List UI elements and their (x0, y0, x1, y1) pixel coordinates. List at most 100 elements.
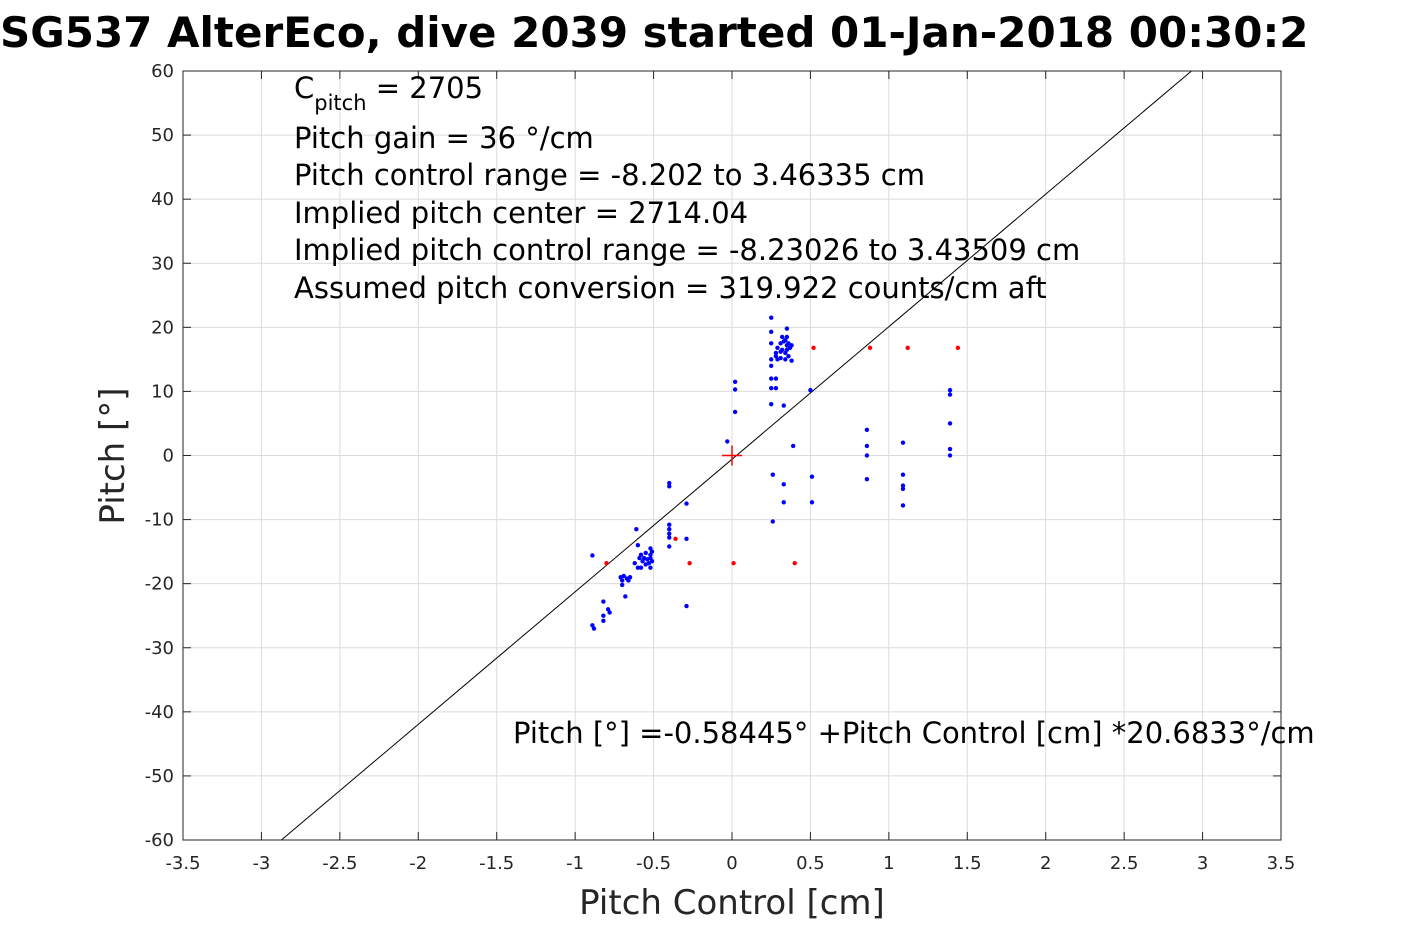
observed-point (667, 544, 672, 549)
commanded-point (673, 536, 678, 542)
y-tick-label: -30 (145, 638, 174, 659)
observed-points (590, 315, 953, 631)
observed-point (732, 409, 738, 415)
observed-point (778, 355, 783, 361)
annotation-pitch-control-range: Pitch control range = -8.202 to 3.46335 … (294, 158, 925, 192)
annotation-pitch-gain: Pitch gain = 36 °/cm (294, 121, 594, 155)
observed-point (643, 550, 648, 556)
observed-point (900, 440, 906, 445)
commanded-point (811, 345, 816, 351)
observed-point (607, 610, 612, 615)
observed-point (773, 386, 779, 391)
observed-point (947, 446, 953, 452)
x-tick-label: -2.5 (322, 853, 357, 874)
y-tick-label: -20 (145, 574, 174, 595)
x-tick-label: 0.5 (796, 853, 825, 874)
observed-point (632, 560, 637, 566)
observed-point (667, 535, 672, 540)
annotation-cpitch: Cpitch = 2705 (294, 71, 483, 115)
annotation-assumed-conversion: Assumed pitch conversion = 319.922 count… (294, 271, 1047, 305)
observed-point (779, 347, 785, 352)
x-tick-label: 3.5 (1267, 853, 1296, 874)
observed-point (621, 573, 626, 579)
observed-point (638, 552, 644, 558)
y-axis-label: Pitch [°] (93, 387, 133, 524)
y-tick-label: 60 (151, 61, 174, 82)
observed-point (864, 427, 870, 433)
x-tick-label: 0 (726, 853, 737, 874)
cpitch-main: C (294, 71, 314, 105)
observed-point (784, 326, 790, 331)
cpitch-value: = 2705 (367, 71, 484, 105)
commanded-point (792, 560, 797, 566)
commanded-point (687, 560, 692, 566)
observed-point (732, 379, 738, 385)
observed-point (864, 477, 870, 482)
observed-point (781, 403, 786, 408)
commanded-points (604, 345, 961, 566)
commanded-point (731, 560, 736, 566)
observed-point (601, 613, 606, 618)
observed-point (769, 329, 774, 335)
observed-point (684, 501, 689, 506)
y-tick-label: 10 (151, 381, 174, 402)
observed-point (781, 500, 786, 505)
observed-point (601, 599, 606, 604)
commanded-point (905, 345, 910, 351)
observed-point (590, 553, 595, 558)
y-tick-label: -50 (145, 766, 174, 787)
plus-markers (722, 445, 742, 466)
observed-point (591, 626, 597, 631)
x-tick-label: -2 (409, 853, 427, 874)
observed-point (627, 575, 633, 580)
x-tick-label: 1 (883, 853, 894, 874)
y-tick-label: 40 (151, 189, 174, 210)
x-tick-label: -1 (566, 853, 584, 874)
observed-point (667, 484, 672, 489)
cpitch-subscript: pitch (314, 91, 366, 115)
observed-point (732, 387, 738, 392)
observed-point (900, 472, 906, 477)
observed-point (947, 392, 953, 397)
y-tick-label: -60 (145, 830, 174, 851)
observed-point (947, 421, 953, 426)
observed-point (620, 582, 625, 588)
observed-point (769, 386, 774, 391)
observed-point (770, 519, 775, 524)
y-tick-label: -10 (145, 510, 174, 531)
observed-point (667, 526, 672, 532)
commanded-point (955, 345, 961, 351)
observed-point (638, 565, 644, 570)
annotation-implied-range: Implied pitch control range = -8.23026 t… (294, 233, 1080, 267)
x-tick-label: -0.5 (636, 853, 671, 874)
observed-point (786, 353, 791, 359)
observed-point (947, 387, 953, 393)
observed-point (789, 343, 794, 348)
x-tick-label: 2.5 (1110, 853, 1139, 874)
observed-point (769, 357, 774, 362)
observed-point (900, 483, 906, 488)
observed-point (900, 486, 906, 492)
observed-point (808, 387, 813, 393)
observed-point (649, 559, 655, 564)
observed-point (769, 376, 774, 381)
x-tick-label: 1.5 (953, 853, 982, 874)
observed-point (773, 350, 779, 356)
y-tick-label: 20 (151, 317, 174, 338)
x-axis-label: Pitch Control [cm] (579, 883, 885, 923)
y-tick-label: -40 (145, 702, 174, 723)
observed-point (900, 503, 906, 508)
observed-point (667, 522, 672, 527)
commanded-point (604, 560, 609, 566)
observed-point (620, 578, 625, 583)
observed-point (809, 500, 815, 505)
observed-point (667, 531, 672, 536)
observed-point (864, 443, 870, 449)
observed-point (947, 453, 953, 458)
x-tick-label: -1.5 (479, 853, 514, 874)
observed-point (648, 565, 653, 570)
y-tick-label: 50 (151, 125, 174, 146)
annotation-block: Cpitch = 2705 Pitch gain = 36 °/cm Pitch… (294, 71, 1080, 305)
observed-point (779, 334, 785, 340)
observed-point (790, 443, 796, 449)
